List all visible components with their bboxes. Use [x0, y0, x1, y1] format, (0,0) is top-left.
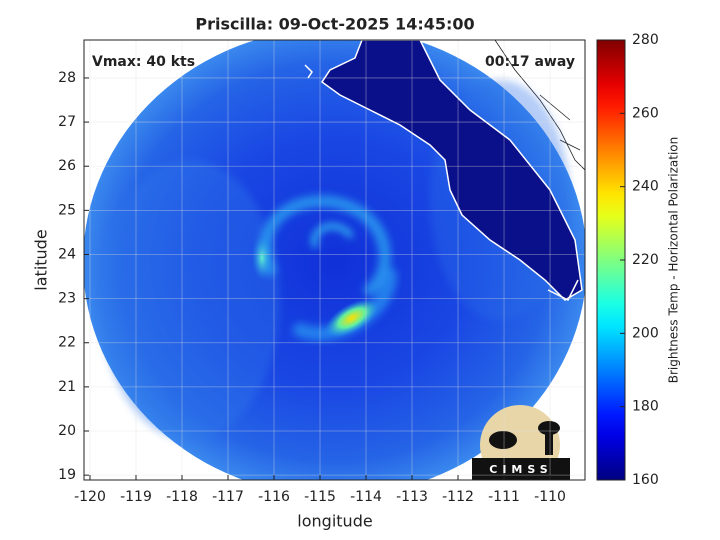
- y-tick-label: 23: [58, 291, 76, 307]
- annotation: 00:17 away: [485, 54, 575, 70]
- x-tick-label: -113: [396, 489, 428, 505]
- x-tick-label: -112: [442, 489, 474, 505]
- colorbar-tick-label: 260: [632, 105, 659, 121]
- colorbar-tick-label: 220: [632, 252, 659, 268]
- y-tick-label: 28: [58, 70, 76, 86]
- x-tick-label: -114: [350, 489, 382, 505]
- x-axis-label: longitude: [297, 512, 372, 531]
- logo-text: CIMSS: [489, 463, 552, 476]
- colorbar-tick-label: 280: [632, 32, 659, 48]
- y-tick-label: 24: [58, 246, 76, 262]
- x-tick-label: -118: [166, 489, 198, 505]
- x-tick-label: -115: [304, 489, 336, 505]
- chart-title: Priscilla: 09-Oct-2025 14:45:00: [195, 15, 474, 34]
- colorbar-tick-label: 200: [632, 325, 659, 341]
- y-tick-label: 21: [58, 379, 76, 395]
- colorbar-tick-label: 180: [632, 399, 659, 415]
- y-tick-label: 20: [58, 423, 76, 439]
- colorbar-label: Brightness Temp - Horizontal Polarizatio…: [667, 137, 681, 384]
- y-axis-label: latitude: [32, 229, 51, 290]
- y-tick-label: 26: [58, 158, 76, 174]
- y-tick-label: 19: [58, 467, 76, 483]
- x-tick-label: -117: [212, 489, 244, 505]
- x-tick-label: -120: [74, 489, 106, 505]
- y-tick-label: 25: [58, 202, 76, 218]
- axes-frame: [83, 39, 586, 481]
- logo: CIMSS: [472, 405, 570, 480]
- y-tick-label: 22: [58, 335, 76, 351]
- colorbar-tick-label: 240: [632, 179, 659, 195]
- x-tick-label: -110: [534, 489, 566, 505]
- x-tick-label: -119: [120, 489, 152, 505]
- x-tick-label: -111: [488, 489, 520, 505]
- annotation: Vmax: 40 kts: [92, 54, 195, 70]
- y-tick-label: 27: [58, 114, 76, 130]
- satellite-image: CIMSS: [84, 40, 585, 480]
- x-tick-label: -116: [258, 489, 290, 505]
- colorbar-tick-label: 160: [632, 472, 659, 488]
